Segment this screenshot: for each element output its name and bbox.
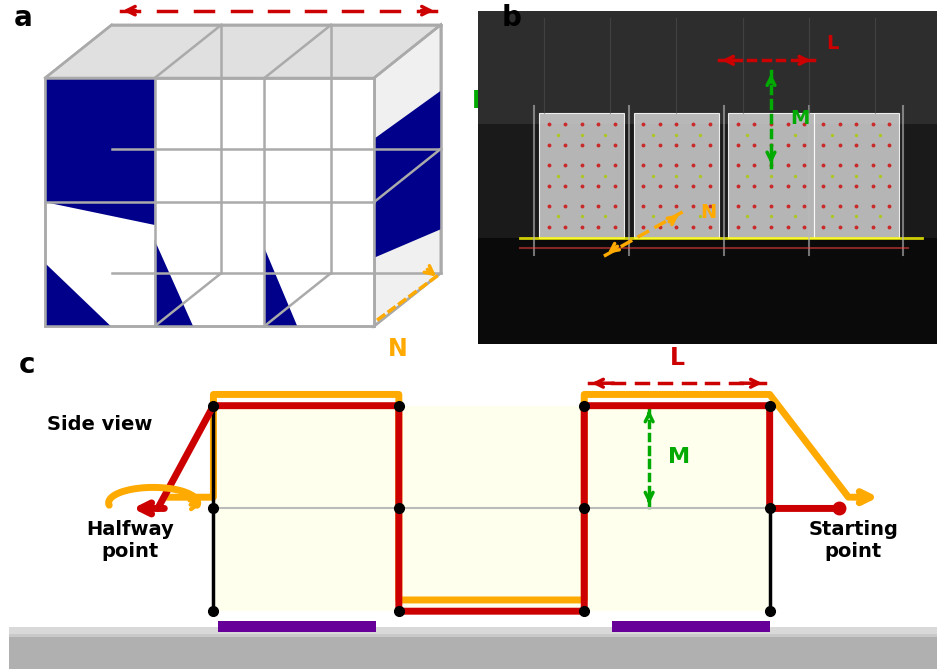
Polygon shape bbox=[155, 240, 193, 326]
Polygon shape bbox=[264, 248, 297, 326]
Bar bbox=[9, 628, 937, 637]
Bar bbox=[478, 237, 937, 344]
Polygon shape bbox=[374, 91, 441, 258]
Polygon shape bbox=[45, 78, 155, 225]
Bar bbox=[45, 78, 374, 326]
Text: c: c bbox=[19, 351, 35, 379]
Text: M: M bbox=[472, 89, 496, 113]
Bar bbox=[478, 11, 937, 124]
Polygon shape bbox=[374, 25, 441, 326]
Text: Starting
point: Starting point bbox=[808, 520, 898, 561]
Bar bbox=[214, 405, 770, 611]
Text: Halfway
point: Halfway point bbox=[86, 520, 174, 561]
Text: Side view: Side view bbox=[46, 415, 152, 434]
Text: a: a bbox=[14, 3, 33, 31]
Bar bbox=[478, 124, 937, 237]
Text: N: N bbox=[700, 203, 716, 222]
Polygon shape bbox=[45, 263, 111, 326]
Bar bbox=[218, 621, 376, 632]
Text: L: L bbox=[826, 34, 839, 54]
Text: M: M bbox=[668, 447, 690, 467]
Text: N: N bbox=[387, 337, 407, 361]
Bar bbox=[612, 621, 770, 632]
Text: b: b bbox=[501, 3, 521, 31]
Bar bbox=[728, 114, 814, 237]
Bar bbox=[539, 114, 624, 237]
Polygon shape bbox=[45, 25, 441, 78]
Bar bbox=[814, 114, 899, 237]
Bar bbox=[634, 114, 719, 237]
Text: M: M bbox=[790, 109, 809, 128]
Bar bbox=[9, 634, 937, 669]
Text: L: L bbox=[670, 347, 685, 371]
